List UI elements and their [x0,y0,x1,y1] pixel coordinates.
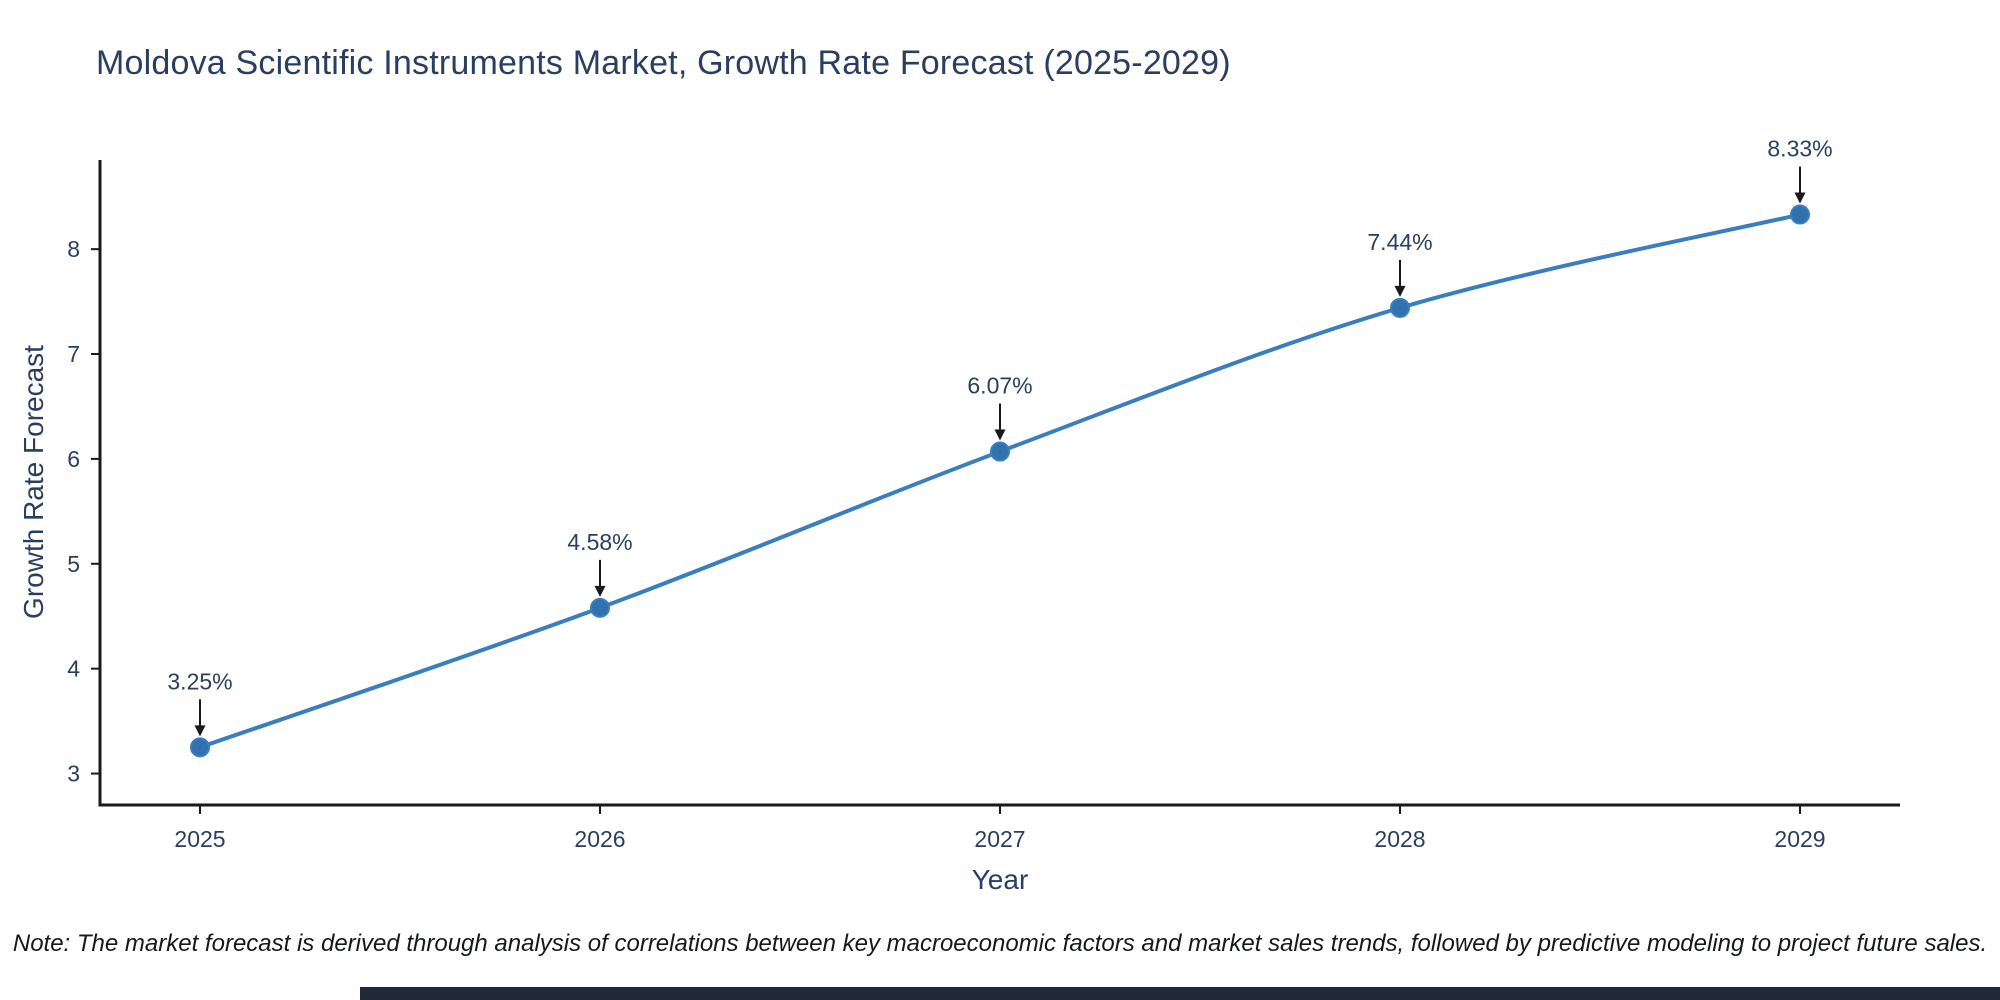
x-tick-label: 2026 [574,826,625,852]
y-tick-label: 7 [67,341,80,367]
annotation-arrowhead [1794,192,1806,204]
data-label: 3.25% [167,668,232,694]
data-point [190,737,210,758]
data-point [1790,204,1810,225]
axis-lines [98,160,1900,807]
y-tick-label: 6 [67,446,80,472]
annotation-arrowhead [994,429,1006,441]
data-point [1390,297,1410,318]
x-tick-label: 2028 [1374,826,1425,852]
data-label: 8.33% [1767,136,1832,162]
x-tick-label: 2027 [974,826,1025,852]
y-tick-label: 3 [67,761,80,787]
y-axis-title: Growth Rate Forecast [18,345,49,619]
data-point [990,441,1010,462]
data-label: 7.44% [1367,229,1432,255]
data-label: 4.58% [567,529,632,555]
y-tick-label: 5 [67,551,80,577]
data-point [590,597,610,618]
bottom-bar [360,987,2000,1000]
annotation-arrowhead [194,725,206,737]
data-label: 6.07% [967,373,1032,399]
y-tick-label: 4 [67,656,80,682]
annotation-arrowhead [1394,285,1406,297]
footnote: Note: The market forecast is derived thr… [12,930,1988,957]
annotation-arrowhead [594,585,606,597]
chart-title: Moldova Scientific Instruments Market, G… [96,44,1231,82]
x-tick-label: 2025 [174,826,225,852]
x-tick-label: 2029 [1774,826,1825,852]
series-line [198,212,1802,750]
y-tick-label: 8 [67,236,80,262]
x-axis-title: Year [971,864,1029,895]
